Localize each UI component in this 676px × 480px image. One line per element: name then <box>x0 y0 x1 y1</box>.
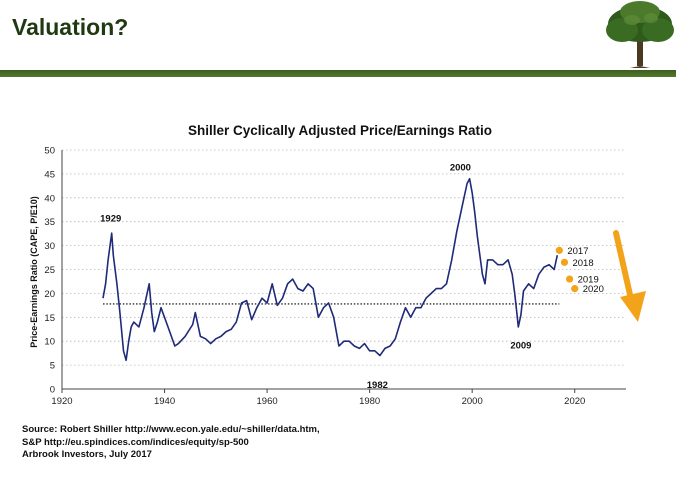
y-tick-label-5: 5 <box>50 361 55 372</box>
cape-series-line <box>102 177 559 362</box>
slide-title: Valuation? <box>12 14 129 40</box>
projection-point-2018 <box>560 258 569 266</box>
y-tick-label-0: 0 <box>50 385 55 396</box>
y-axis-label: Price-Earnings Ratio (CAPE, P/E10) <box>29 196 39 348</box>
annotation-2000: 2000 <box>450 163 471 174</box>
x-tick-label-2000: 2000 <box>462 396 483 407</box>
x-tick-label-1940: 1940 <box>154 396 175 407</box>
annotation-1929: 1929 <box>100 214 121 225</box>
y-tick-label-10: 10 <box>44 337 55 348</box>
x-tick-label-1920: 1920 <box>51 396 72 407</box>
x-tick-labels: 1920 1940 1960 1980 2000 2020 <box>51 396 585 407</box>
y-tick-label-45: 45 <box>44 169 55 180</box>
annotation-group: 1929 2000 1982 2009 <box>100 163 531 391</box>
series-group <box>102 177 559 362</box>
axes <box>61 150 626 393</box>
source-footer: Source: Robert Shiller http://www.econ.y… <box>22 424 320 462</box>
projection-label-2020: 2020 <box>583 284 604 295</box>
grid-lines <box>62 149 626 366</box>
down-arrow-shaft <box>613 230 634 302</box>
cape-chart: Shiller Cyclically Adjusted Price/Earnin… <box>29 123 646 407</box>
projection-label-2018: 2018 <box>572 258 593 269</box>
source-line-sp: S&P http://eu.spindices.com/indices/equi… <box>22 436 249 448</box>
y-tick-labels: 0 5 10 15 20 25 30 35 40 45 50 <box>44 146 55 396</box>
y-tick-label-25: 25 <box>44 265 55 276</box>
y-tick-label-40: 40 <box>44 193 55 204</box>
tree-logo-icon <box>606 1 674 68</box>
projection-point-2017 <box>555 246 563 254</box>
arrow-group <box>613 230 646 322</box>
projection-point-2020 <box>571 285 579 293</box>
chart-title: Shiller Cyclically Adjusted Price/Earnin… <box>188 123 492 138</box>
projection-label-2019: 2019 <box>578 275 599 286</box>
y-tick-label-15: 15 <box>44 313 55 324</box>
x-tick-label-1980: 1980 <box>359 396 380 407</box>
y-tick-label-35: 35 <box>44 217 55 228</box>
source-line-shiller: Source: Robert Shiller http://www.econ.y… <box>22 424 320 435</box>
x-tick-label-2020: 2020 <box>564 396 585 407</box>
source-line-arbrook: Arbrook Investors, July 2017 <box>22 449 152 460</box>
annotation-2009: 2009 <box>510 340 531 351</box>
projection-point-2019 <box>566 275 574 283</box>
y-tick-label-30: 30 <box>44 241 55 252</box>
header-divider <box>0 70 676 77</box>
projection-label-2017: 2017 <box>567 246 588 257</box>
annotation-1982: 1982 <box>367 380 388 391</box>
y-tick-label-50: 50 <box>44 146 55 157</box>
x-tick-label-1960: 1960 <box>257 396 278 407</box>
y-tick-label-20: 20 <box>44 289 55 300</box>
down-arrow-head <box>620 291 646 322</box>
